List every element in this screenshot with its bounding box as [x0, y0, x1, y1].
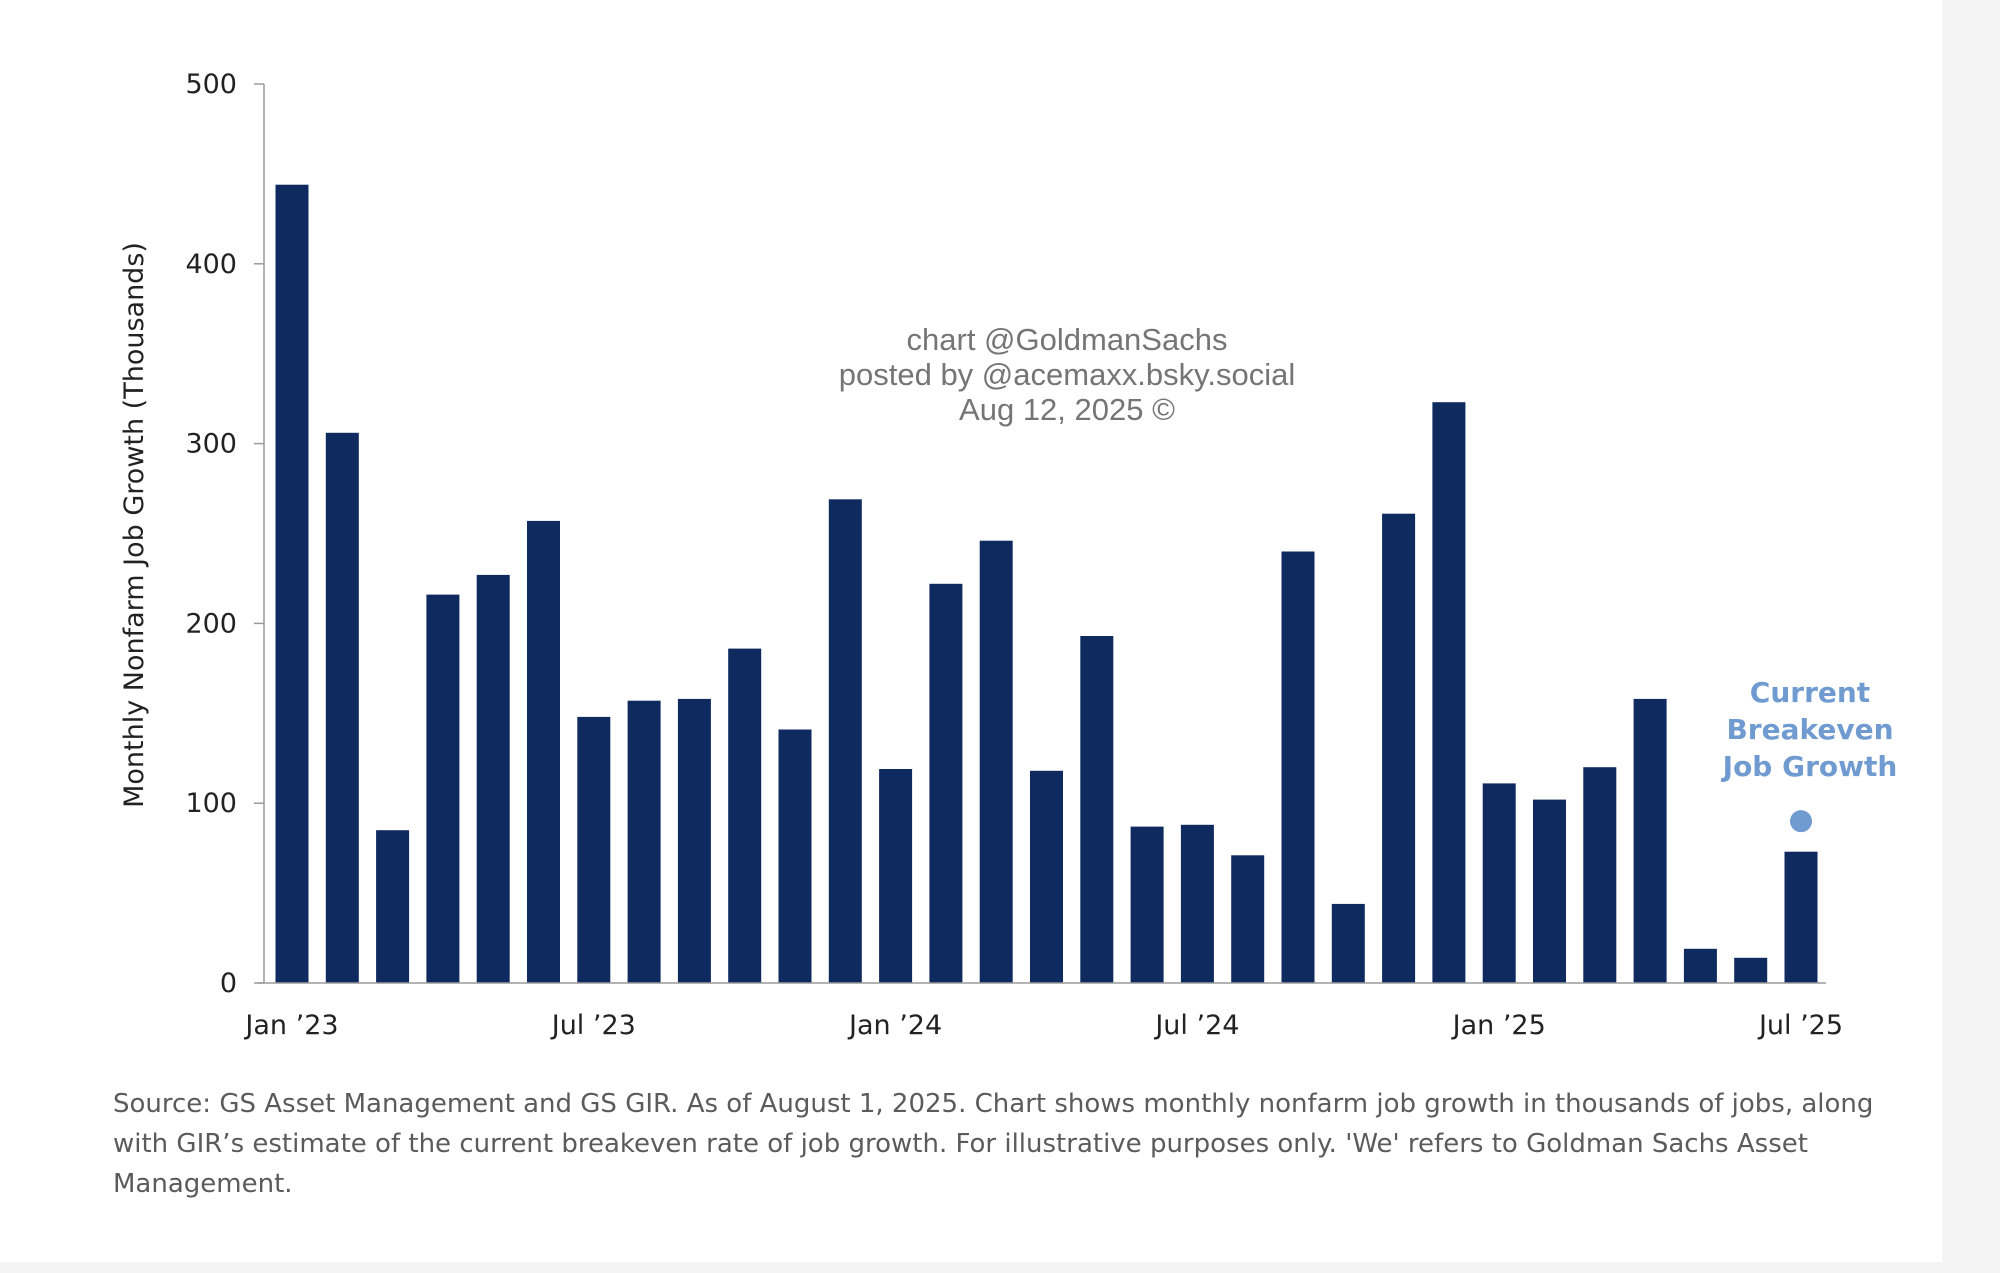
bar [325, 432, 359, 983]
bar [778, 729, 812, 983]
watermark-line-1: chart @GoldmanSachs [906, 322, 1228, 357]
bar [527, 520, 560, 983]
watermark-line-2: posted by @acemaxx.bsky.social [838, 357, 1296, 392]
bar [677, 698, 711, 983]
x-tick-label: Jul ’23 [550, 1010, 636, 1041]
bar [1583, 767, 1617, 983]
bar [1130, 826, 1164, 983]
bar [1030, 770, 1063, 983]
bottom-margin-strip [0, 1262, 2000, 1273]
y-tick-label: 100 [185, 788, 237, 819]
bar [577, 716, 611, 983]
bar [476, 574, 510, 983]
x-tick-label: Jan ’25 [1451, 1010, 1546, 1041]
y-axis-title: Monthly Nonfarm Job Growth (Thousands) [119, 242, 150, 808]
breakeven-label-line: Job Growth [1721, 750, 1898, 783]
y-axis: 0 100 200 300 400 500 [185, 69, 265, 999]
y-tick-label: 400 [185, 249, 237, 280]
bar [275, 184, 309, 983]
x-tick-label: Jan ’24 [847, 1010, 942, 1041]
bar [728, 648, 762, 983]
right-margin-strip [1942, 0, 2000, 1273]
x-tick-label: Jan ’23 [243, 1010, 338, 1041]
y-tick-label: 200 [185, 608, 237, 639]
y-tick-label: 500 [185, 69, 237, 100]
y-tick-label: 300 [185, 429, 237, 460]
x-tick-label: Jul ’25 [1757, 1010, 1843, 1041]
x-tick-label: Jul ’24 [1153, 1010, 1239, 1041]
bar [376, 830, 410, 983]
breakeven-label-line: Breakeven [1726, 713, 1893, 746]
breakeven-annotation: Current Breakeven Job Growth [1721, 676, 1898, 833]
watermark-line-3: Aug 12, 2025 © [959, 392, 1175, 427]
bar [1784, 851, 1818, 983]
bar [1331, 903, 1365, 983]
bar [1633, 698, 1667, 983]
bar [828, 499, 862, 983]
bar [426, 594, 460, 983]
source-note: Source: GS Asset Management and GS GIR. … [113, 1089, 1874, 1199]
breakeven-label-line: Current [1750, 676, 1870, 709]
bar [879, 769, 913, 983]
bar [1382, 513, 1416, 983]
bar [1533, 799, 1566, 983]
breakeven-marker [1790, 810, 1812, 833]
bars-group [275, 184, 1818, 983]
bar [1180, 824, 1214, 983]
bar [1432, 402, 1466, 983]
bar [627, 700, 661, 983]
watermark: chart @GoldmanSachs posted by @acemaxx.b… [800, 322, 1334, 427]
y-tick-label: 0 [220, 968, 237, 999]
bar [1734, 957, 1768, 983]
x-axis: Jan ’23 Jul ’23 Jan ’24 Jul ’24 Jan ’25 Jul ’… [243, 982, 1843, 1041]
bar [1281, 551, 1315, 983]
bar [1231, 855, 1265, 983]
bar [1683, 948, 1717, 983]
bar [1080, 636, 1114, 983]
bar [979, 540, 1013, 983]
bar [929, 583, 963, 983]
bar [1482, 783, 1516, 983]
